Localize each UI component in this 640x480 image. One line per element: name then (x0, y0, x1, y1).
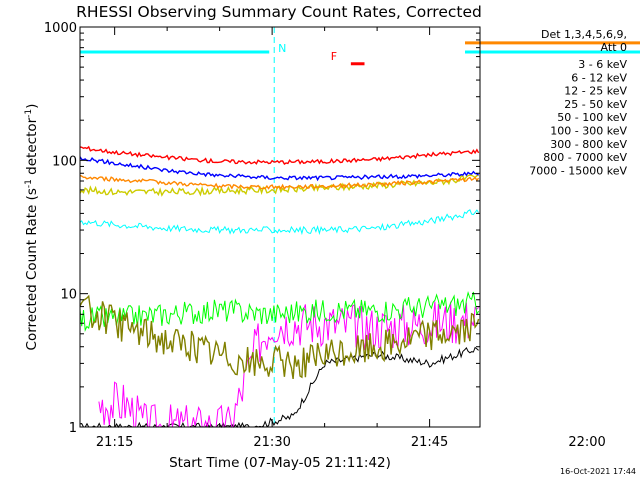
legend-entry-label: 100 - 300 keV (550, 125, 627, 138)
timestamp: 16-Oct-2021 17:44 (560, 467, 636, 476)
y-axis-ticks: 1 10 100 1000 (44, 21, 480, 436)
series-line-8 (79, 174, 480, 190)
legend-title-line-1: Det 1,3,4,5,6,9, (541, 28, 627, 41)
legend-entry-label: 800 - 7000 keV (543, 151, 627, 164)
legend-entry-label: 300 - 800 keV (550, 138, 627, 151)
x-tick-label: 21:15 (96, 435, 133, 450)
x-tick-label: 21:45 (411, 435, 448, 450)
flag-bars (80, 41, 640, 66)
series-line-1 (79, 346, 479, 429)
x-tick-label: 21:30 (253, 435, 290, 450)
series-line-7 (79, 156, 480, 182)
series-line-9 (79, 294, 480, 380)
region-boundary-lines (273, 27, 275, 427)
x-tick-label: 22:00 (568, 435, 605, 450)
legend-entry-label: 25 - 50 keV (564, 98, 627, 111)
x-axis-label: Start Time (07-May-05 21:11:42) (169, 455, 391, 471)
y-tick-label: 1000 (44, 21, 77, 36)
series-group (79, 145, 480, 429)
y-tick-label: 10 (60, 288, 77, 303)
y-tick-label: 1 (69, 421, 77, 436)
annotation-letters: NFS (278, 42, 337, 63)
legend-title-line-2: Att 0 (601, 41, 627, 54)
legend-entry-label: 12 - 25 keV (564, 85, 627, 98)
legend-entry-label: 7000 - 15000 keV (529, 164, 627, 177)
y-tick-label: 100 (52, 154, 77, 169)
annotation-f: F (331, 50, 337, 63)
y-axis-label: Corrected Count Rate (s-1 detector-1) (24, 104, 40, 351)
series-line-3 (79, 290, 480, 332)
chart-title: RHESSI Observing Summary Count Rates, Co… (76, 3, 482, 21)
legend-entry-label: 3 - 6 keV (578, 58, 627, 71)
series-line-4 (79, 209, 480, 236)
legend-entry-label: 6 - 12 keV (571, 71, 627, 84)
annotation-n: N (278, 42, 286, 55)
series-line-6 (79, 145, 480, 165)
plot-frame (79, 26, 481, 428)
legend-entry-label: 50 - 100 keV (557, 111, 627, 124)
